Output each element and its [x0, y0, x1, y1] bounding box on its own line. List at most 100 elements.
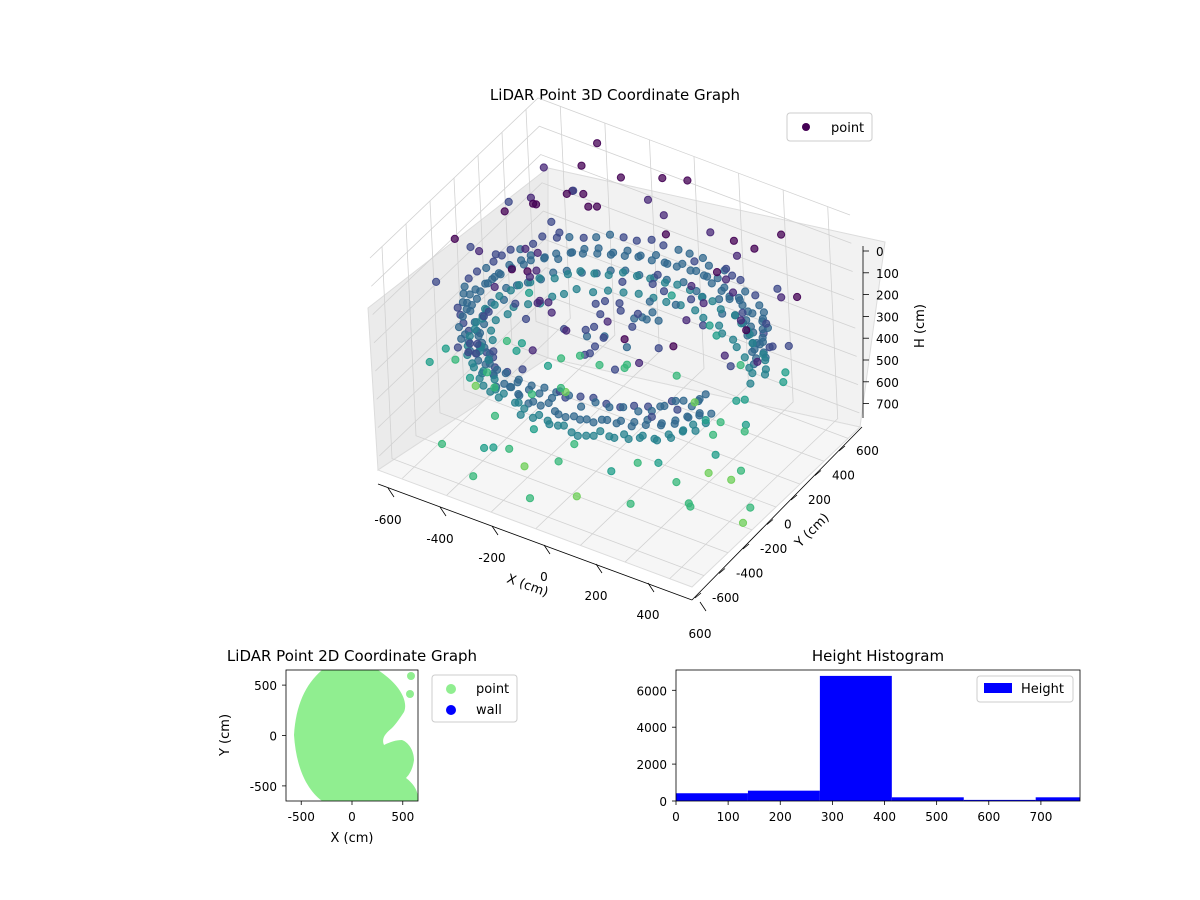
point-marker	[606, 250, 616, 259]
point-marker	[469, 472, 478, 481]
grid-line-x	[669, 206, 839, 579]
point-marker	[562, 326, 571, 335]
point-marker	[499, 389, 508, 398]
point-marker	[484, 355, 493, 364]
point-marker	[578, 249, 588, 258]
legend-3d: point	[786, 112, 873, 142]
point-marker	[755, 301, 764, 310]
point-marker	[728, 271, 737, 280]
point-marker	[465, 332, 474, 341]
chart-3d-title: LiDAR Point 3D Coordinate Graph	[490, 86, 740, 104]
point-marker	[513, 378, 522, 387]
point-marker	[473, 339, 482, 348]
point-marker	[593, 249, 602, 258]
point-marker	[654, 316, 663, 325]
histogram-bar	[1035, 797, 1080, 801]
point-marker	[701, 416, 710, 425]
point-marker	[753, 357, 762, 366]
point-marker	[705, 321, 714, 330]
point-marker	[540, 383, 549, 392]
point-marker	[728, 288, 738, 297]
grid-line-x	[402, 106, 571, 479]
point-marker	[600, 297, 610, 306]
point-marker	[773, 284, 782, 293]
ticks-2d: -500 0 500 -500 0 500	[250, 679, 414, 824]
point-marker	[590, 342, 600, 351]
point-marker	[732, 396, 741, 405]
point-marker	[784, 341, 793, 351]
point-marker	[472, 318, 481, 327]
x-tick-label: -400	[426, 532, 453, 546]
point-marker	[511, 299, 520, 308]
x-tick-label: 400	[873, 810, 896, 824]
point-marker	[635, 433, 645, 442]
point-marker	[490, 300, 499, 309]
point-marker	[650, 434, 659, 443]
point-marker	[544, 298, 553, 307]
point-marker	[707, 409, 716, 418]
point-marker	[454, 323, 464, 332]
x-tick-label: 400	[637, 608, 660, 622]
point-marker	[603, 317, 612, 326]
point-marker	[464, 348, 473, 357]
point-marker	[592, 202, 602, 211]
point-marker	[683, 176, 692, 185]
point-marker	[471, 349, 480, 358]
point-marker	[528, 346, 537, 355]
point-marker	[457, 334, 466, 343]
grid-line-y	[429, 200, 753, 531]
x-tick-mark	[699, 601, 707, 612]
point-marker	[642, 315, 651, 324]
point-marker	[793, 292, 802, 302]
point-marker	[607, 467, 616, 476]
x-tick-label: 500	[391, 810, 414, 824]
grid-line-y	[381, 246, 705, 576]
point-marker	[453, 343, 462, 352]
histogram-bars	[676, 675, 1080, 801]
y-tick-label: -500	[250, 780, 277, 794]
point-marker	[732, 343, 741, 352]
point-marker	[464, 274, 473, 283]
x-tick-label: 100	[717, 810, 740, 824]
point-marker	[559, 421, 569, 430]
point-marker	[683, 412, 692, 421]
point-marker	[670, 419, 679, 428]
point-marker	[612, 419, 621, 428]
point-marker	[460, 282, 469, 291]
point-marker	[716, 305, 725, 314]
point-marker	[507, 265, 516, 274]
z-tick-label: 100	[876, 267, 899, 281]
point-marker	[591, 299, 600, 308]
point-marker	[520, 404, 529, 413]
point-marker	[761, 365, 771, 374]
point-marker	[628, 322, 637, 331]
point-marker	[701, 390, 710, 399]
point-marker	[538, 232, 547, 241]
point-marker	[501, 369, 510, 378]
x-tick-mark	[439, 506, 447, 517]
point-cloud-2d-dot	[406, 690, 414, 698]
point-marker	[567, 428, 576, 437]
ticks-3d: -600-400-2000200400600-600-400-200020040…	[374, 245, 899, 641]
grid-line-z	[371, 125, 852, 287]
point-marker	[721, 275, 731, 284]
point-marker	[576, 267, 585, 276]
point-marker	[699, 299, 708, 308]
point-marker	[672, 371, 681, 380]
x-tick-label: 200	[585, 589, 608, 603]
point-marker	[734, 293, 744, 302]
point-marker	[619, 403, 628, 412]
x-tick-label: -200	[478, 551, 505, 565]
point-marker	[582, 431, 591, 440]
point-marker	[491, 316, 500, 325]
point-marker	[489, 257, 498, 266]
point-marker	[708, 297, 717, 306]
point-marker	[727, 475, 736, 484]
point-marker	[674, 245, 683, 254]
point-marker	[605, 403, 614, 412]
point-marker	[738, 518, 748, 528]
x-tick-label: 600	[689, 627, 712, 641]
point-marker	[535, 389, 544, 398]
point-marker	[547, 308, 556, 317]
